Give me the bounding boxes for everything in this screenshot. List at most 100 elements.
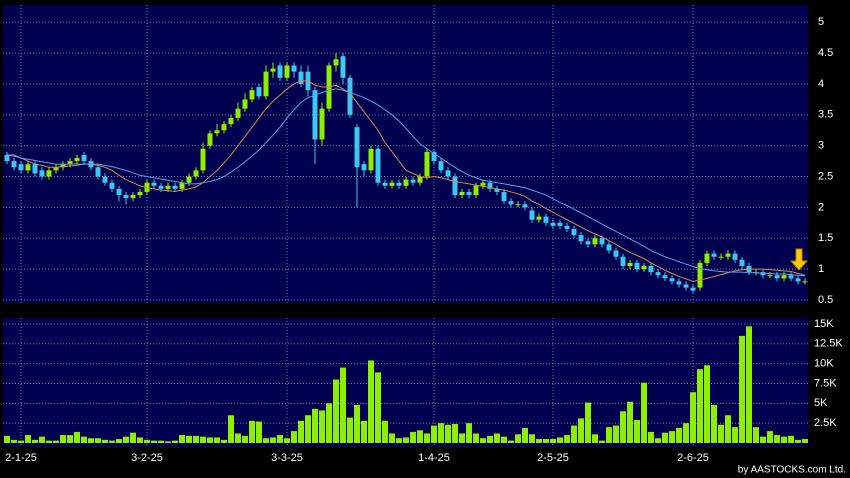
volume-bar bbox=[382, 420, 388, 443]
volume-bar bbox=[774, 435, 780, 443]
candle-body bbox=[46, 170, 52, 177]
volume-bar bbox=[235, 433, 241, 443]
volume-bar bbox=[228, 415, 234, 443]
volume-bar bbox=[193, 435, 199, 443]
candle-body bbox=[151, 182, 157, 186]
candle-body bbox=[207, 133, 213, 146]
candle-body bbox=[704, 253, 710, 263]
volume-bar bbox=[32, 439, 38, 443]
candle-body bbox=[788, 275, 794, 279]
volume-bar bbox=[305, 415, 311, 443]
candle-body bbox=[32, 164, 38, 174]
volume-bar bbox=[291, 431, 297, 443]
volume-bar bbox=[179, 435, 185, 443]
candle-body bbox=[382, 182, 388, 186]
x-tick-label: 1-4-25 bbox=[418, 452, 450, 464]
plot-layer: 0.5 1 1.5 2 2.5 3 3.5 4 4.5 5 2.5K 5K 7.5K 10K 12.5K 15… bbox=[3, 5, 843, 464]
candle-body bbox=[368, 148, 374, 171]
volume-bar bbox=[116, 439, 122, 443]
candle-body bbox=[235, 108, 241, 118]
volume-bar bbox=[585, 402, 591, 443]
volume-bar bbox=[620, 411, 626, 443]
candle-body bbox=[676, 281, 682, 285]
marker-arrow bbox=[789, 248, 809, 271]
candle-body bbox=[592, 238, 598, 245]
volume-bar bbox=[410, 431, 416, 443]
candle-body bbox=[137, 191, 143, 196]
candle-body bbox=[39, 170, 45, 177]
candle-body bbox=[109, 182, 115, 189]
y-tick-label: 15K bbox=[814, 318, 834, 330]
volume-bar bbox=[46, 440, 52, 443]
candle-body bbox=[438, 161, 444, 171]
candle-body bbox=[648, 265, 654, 273]
candle-body bbox=[606, 244, 612, 251]
volume-bar bbox=[256, 421, 262, 443]
candle-body bbox=[781, 275, 787, 279]
candle-body bbox=[277, 65, 283, 78]
volume-bar bbox=[690, 392, 696, 443]
candle-body bbox=[319, 108, 325, 140]
x-tick-label: 2-5-25 bbox=[537, 452, 569, 464]
volume-bar bbox=[277, 435, 283, 443]
candle-body bbox=[578, 235, 584, 242]
candle-body bbox=[795, 278, 801, 282]
candle-body bbox=[193, 170, 199, 177]
volume-bar bbox=[130, 432, 136, 443]
volume-bar bbox=[347, 417, 353, 443]
volume-bar bbox=[676, 427, 682, 443]
candle-body bbox=[95, 167, 101, 177]
candle-body bbox=[473, 185, 479, 196]
volume-bar bbox=[137, 437, 143, 443]
volume-bar bbox=[466, 423, 472, 443]
volume-bar bbox=[417, 430, 423, 443]
volume-bar bbox=[543, 439, 549, 443]
candle-body bbox=[620, 256, 626, 266]
volume-bar bbox=[4, 435, 10, 443]
candle-body bbox=[67, 161, 73, 165]
moving-average-line bbox=[6, 88, 806, 277]
volume-bar bbox=[354, 404, 360, 443]
volume-bar bbox=[473, 433, 479, 443]
volume-bar bbox=[634, 419, 640, 443]
volume-bar bbox=[326, 403, 332, 443]
volume-bar bbox=[648, 431, 654, 443]
y-tick-label: 4 bbox=[818, 78, 824, 90]
candle-body bbox=[81, 154, 87, 162]
volume-bar bbox=[431, 425, 437, 443]
candle-body bbox=[767, 275, 773, 277]
y-tick-label: 3.5 bbox=[818, 109, 833, 121]
volume-bar bbox=[613, 425, 619, 443]
candle-body bbox=[445, 170, 451, 177]
volume-bar bbox=[368, 360, 374, 443]
volume-bar bbox=[186, 435, 192, 443]
volume-bar bbox=[732, 427, 738, 443]
volume-bar bbox=[557, 437, 563, 443]
candle-body bbox=[249, 90, 255, 100]
x-tick-label: 3-3-25 bbox=[271, 452, 303, 464]
candle-body bbox=[186, 176, 192, 183]
volume-bar bbox=[270, 437, 276, 443]
volume-bar bbox=[760, 436, 766, 443]
candle-body bbox=[417, 176, 423, 183]
volume-bar bbox=[39, 436, 45, 443]
y-tick-label: 1 bbox=[818, 263, 824, 275]
candle-body bbox=[711, 253, 717, 257]
volume-bar bbox=[109, 440, 115, 443]
candle-body bbox=[634, 262, 640, 270]
volume-bar bbox=[172, 440, 178, 443]
x-tick-label: 3-2-25 bbox=[131, 452, 163, 464]
volume-bar bbox=[445, 424, 451, 443]
y-tick-label: 7.5K bbox=[814, 377, 837, 389]
volume-bar bbox=[221, 439, 227, 443]
candle-body bbox=[690, 287, 696, 291]
candle-body bbox=[613, 250, 619, 257]
y-tick-label: 2.5 bbox=[818, 170, 833, 182]
volume-bar bbox=[95, 438, 101, 443]
volume-bar bbox=[389, 433, 395, 443]
volume-bar bbox=[102, 439, 108, 443]
candle-body bbox=[487, 182, 493, 189]
volume-bar bbox=[53, 440, 59, 443]
volume-bar bbox=[424, 433, 430, 443]
